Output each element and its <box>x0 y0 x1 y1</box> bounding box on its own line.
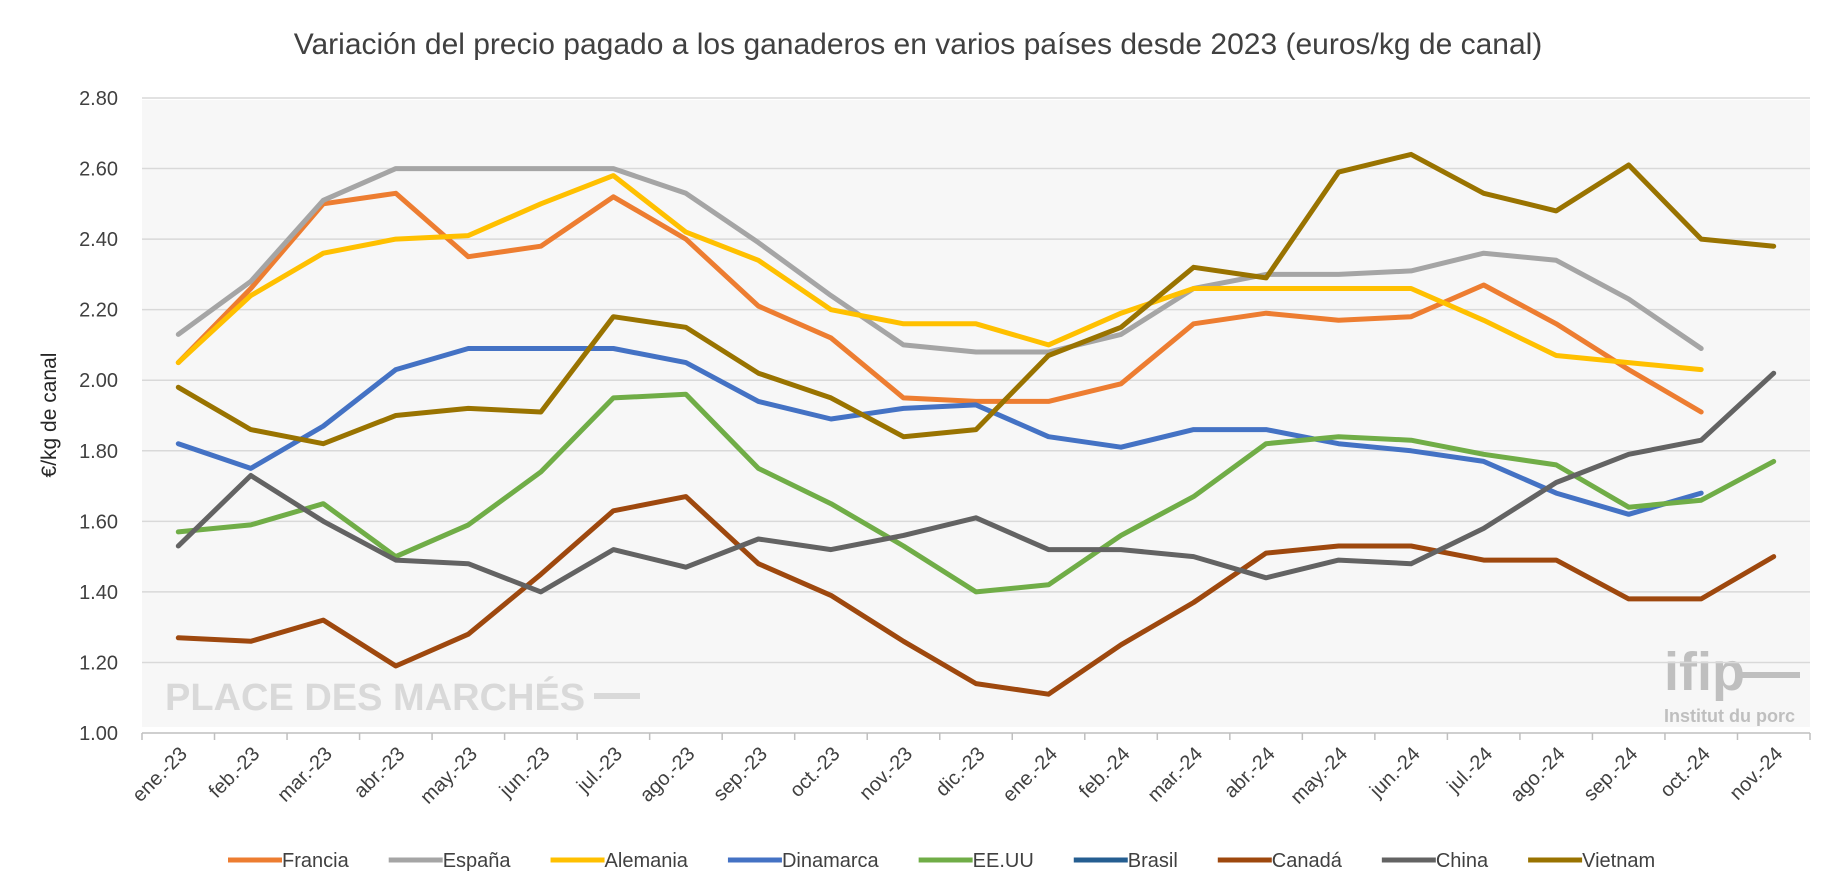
y-tick-label: 2.20 <box>79 300 118 322</box>
legend-label: China <box>1436 850 1489 872</box>
x-tick-label: dic.-23 <box>932 743 990 801</box>
y-tick-label: 2.00 <box>79 370 118 392</box>
legend-label: EE.UU <box>973 850 1034 872</box>
legend-label: Dinamarca <box>782 850 880 872</box>
legend-item: Brasil <box>1073 850 1178 872</box>
legend-item: Canadá <box>1217 850 1343 872</box>
watermark-place-des-marches: PLACE DES MARCHÉS <box>165 675 585 719</box>
legend-label: Canadá <box>1272 850 1343 872</box>
y-tick-label: 1.80 <box>79 441 118 463</box>
x-tick-label: ago.-23 <box>636 743 700 807</box>
x-tick-label: ene.-23 <box>128 743 192 807</box>
series-lines <box>175 151 1777 697</box>
x-tick-label: jun.-23 <box>495 743 555 803</box>
legend-label: Francia <box>282 850 350 872</box>
x-tick-label: mar.-23 <box>273 743 337 807</box>
x-tick-label: feb.-23 <box>205 743 265 803</box>
x-tick-label: may.-24 <box>1287 743 1353 809</box>
x-tick-label: sep.-24 <box>1579 743 1642 806</box>
watermark-ifip-logo: ifip <box>1664 642 1745 702</box>
y-tick-label: 1.20 <box>79 652 118 674</box>
x-tick-label: jul.-24 <box>1442 743 1497 798</box>
x-tick-label: jul.-23 <box>572 743 627 798</box>
legend-item: China <box>1381 850 1489 872</box>
x-tick-label: jun.-24 <box>1365 743 1425 803</box>
y-tick-label: 1.00 <box>79 723 118 745</box>
x-tick-label: abr.-24 <box>1220 743 1280 803</box>
series-line-francia <box>175 190 1704 415</box>
x-tick-label: oct.-23 <box>786 743 845 802</box>
chart-title: Variación del precio pagado a los ganade… <box>294 28 1543 61</box>
y-tick-label: 2.80 <box>79 88 118 110</box>
legend-item: España <box>388 850 512 872</box>
legend-label: Brasil <box>1128 850 1178 872</box>
x-tick-label: feb.-24 <box>1075 743 1135 803</box>
legend-item: EE.UU <box>918 850 1034 872</box>
legend: Francia España Alemania Dinamarca EE.UU Brasi… <box>228 850 1655 872</box>
legend-label: Alemania <box>605 850 689 872</box>
x-tick-label: abr.-23 <box>350 743 410 803</box>
legend-item: Vietnam <box>1528 850 1655 872</box>
series-line-espa-a <box>175 166 1704 355</box>
x-tick-label: nov.-23 <box>855 743 917 805</box>
series-line-alemania <box>175 173 1704 373</box>
y-tick-label: 2.40 <box>79 229 118 251</box>
legend-item: Francia <box>228 850 350 872</box>
x-tick-label: nov.-24 <box>1726 743 1788 805</box>
y-tick-label: 1.40 <box>79 582 118 604</box>
x-tick-label: ago.-24 <box>1506 743 1570 807</box>
x-tick-label: oct.-24 <box>1656 743 1715 802</box>
y-tick-label: 2.60 <box>79 159 118 181</box>
legend-item: Alemania <box>550 850 689 872</box>
x-tick-label: ene.-24 <box>999 743 1063 807</box>
x-tick-label: sep.-23 <box>709 743 772 806</box>
watermark-dash <box>594 693 640 699</box>
legend-label: Vietnam <box>1582 850 1655 872</box>
x-tick-label: mar.-24 <box>1144 743 1208 807</box>
y-axis-label: €/kg de canal <box>38 353 61 478</box>
watermark-ifip-dash <box>1742 672 1800 678</box>
x-tick-label: may.-23 <box>416 743 482 809</box>
legend-label: España <box>443 850 512 872</box>
series-line-dinamarca <box>175 346 1704 517</box>
legend-item: Dinamarca <box>727 850 880 872</box>
watermark-ifip-subtitle: Institut du porc <box>1664 706 1795 726</box>
y-tick-label: 1.60 <box>79 511 118 533</box>
